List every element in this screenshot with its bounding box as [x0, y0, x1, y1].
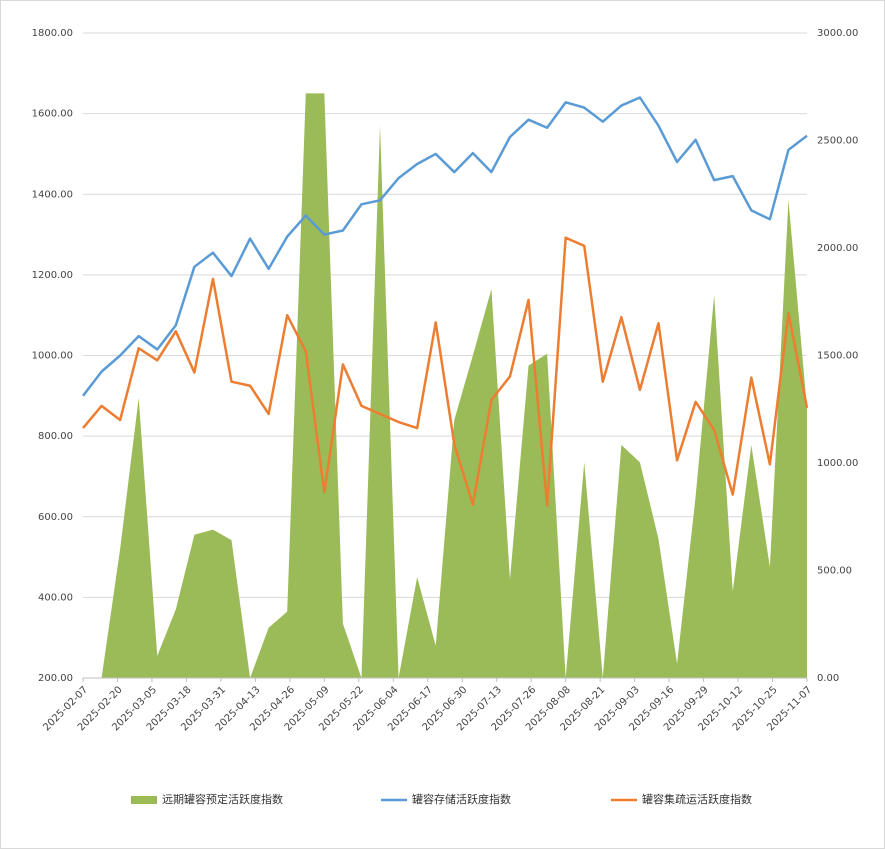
y2-tick-label: 0.00 — [817, 673, 839, 684]
y-tick-label: 1400.00 — [32, 189, 73, 200]
y-tick-label: 200.00 — [38, 673, 73, 684]
y-tick-label: 400.00 — [38, 592, 73, 603]
line — [82, 236, 809, 507]
y-tick-label: 1600.00 — [32, 109, 73, 120]
legend-label: 罐容集疏运活跃度指数 — [642, 792, 752, 806]
y-tick-label: 1200.00 — [32, 270, 73, 281]
line — [82, 96, 808, 397]
y2-tick-label: 1000.00 — [817, 458, 858, 469]
y-tick-label: 1000.00 — [32, 351, 73, 362]
legend-swatch — [131, 796, 157, 804]
y2-tick-label: 1500.00 — [817, 351, 858, 362]
y-tick-label: 800.00 — [38, 431, 73, 442]
y2-tick-label: 2500.00 — [817, 136, 858, 147]
legend-label: 罐容存储活跃度指数 — [412, 792, 511, 806]
y-tick-label: 600.00 — [38, 512, 73, 523]
y-tick-label: 1800.00 — [32, 28, 73, 39]
area — [83, 93, 807, 679]
y2-tick-label: 3000.00 — [817, 28, 858, 39]
y2-tick-label: 500.00 — [817, 566, 852, 577]
legend-label: 远期罐容预定活跃度指数 — [162, 792, 283, 806]
y2-tick-label: 2000.00 — [817, 243, 858, 254]
